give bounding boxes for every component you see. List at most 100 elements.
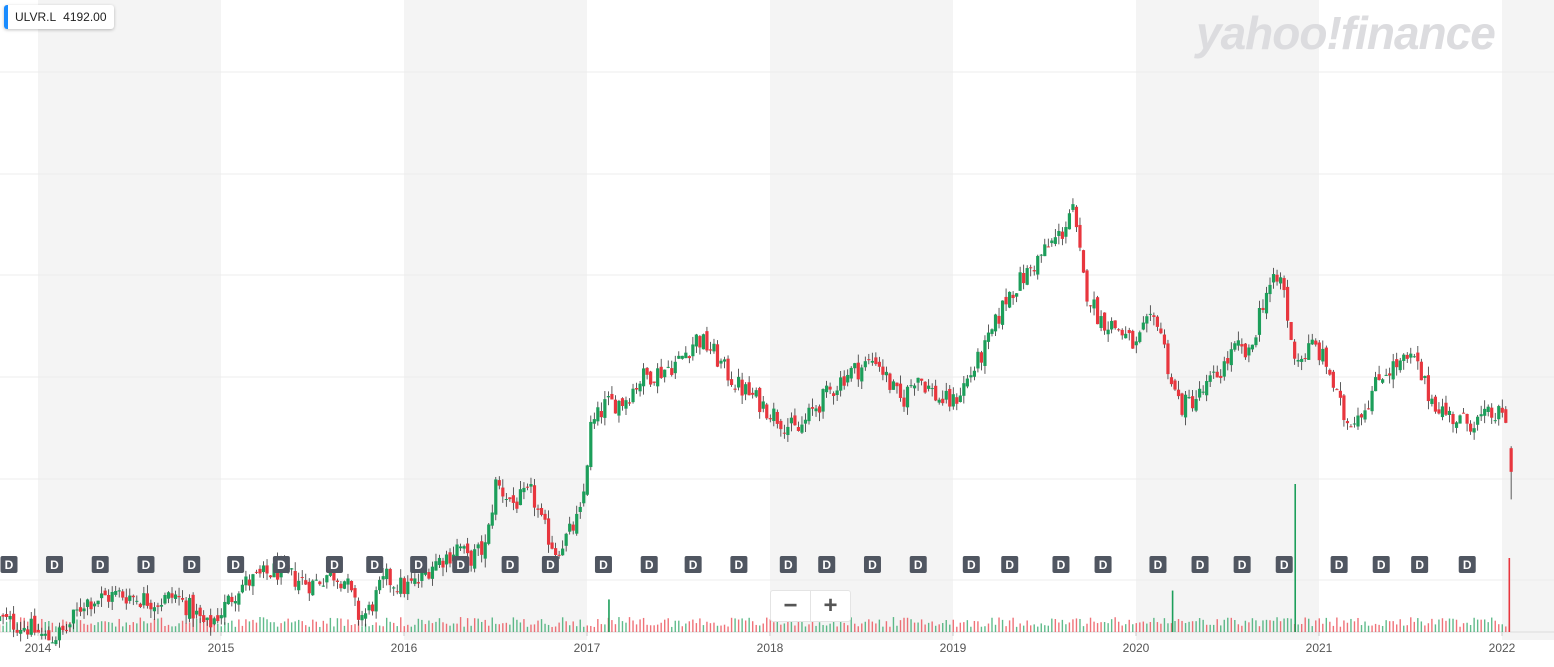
candle-up: [1486, 406, 1490, 412]
candle-up: [909, 385, 913, 387]
candle-up: [912, 385, 917, 389]
candle-up: [754, 390, 758, 397]
volume-bar: [1065, 624, 1067, 632]
candle-up: [1208, 375, 1212, 382]
volume-bar: [100, 621, 103, 632]
volume-bar: [1244, 620, 1247, 632]
volume-bar: [839, 618, 842, 632]
dividend-marker-label: D: [1335, 558, 1344, 572]
volume-bar: [797, 621, 800, 632]
volume-bar: [160, 617, 163, 632]
volume-bar: [801, 622, 803, 632]
candle-up: [596, 407, 600, 422]
candle-down: [103, 590, 107, 596]
dividend-marker-label: D: [96, 558, 105, 572]
volume-bar: [1142, 621, 1145, 632]
volume-bar: [1061, 619, 1064, 632]
dividend-marker: D: [272, 556, 290, 573]
candle-down: [1461, 412, 1466, 414]
dividend-marker: D: [0, 556, 18, 573]
x-tick-label: 2017: [574, 641, 601, 655]
volume-bar: [1279, 621, 1282, 632]
candle-up: [993, 314, 998, 332]
candle-up: [54, 640, 58, 645]
volume-bar: [312, 619, 314, 632]
dividend-marker-box: [272, 556, 290, 573]
volume-bar: [998, 617, 1000, 632]
dividend-marker: D: [452, 556, 470, 573]
volume-bar: [1086, 623, 1088, 632]
candle-up: [75, 609, 79, 611]
candle-up: [849, 367, 853, 379]
candle-down: [810, 407, 815, 409]
volume-bar: [783, 623, 786, 632]
zoom-out-button[interactable]: −: [783, 592, 798, 619]
volume-bar: [1153, 617, 1155, 632]
volume-bar: [389, 621, 391, 632]
candle-down: [1349, 426, 1353, 428]
volume-bar: [1483, 619, 1486, 632]
candle-up: [965, 378, 969, 387]
volume-bar: [780, 624, 782, 632]
ticker-color-bar: [4, 5, 8, 29]
dividend-marker-label: D: [142, 558, 151, 572]
candle-up: [1236, 340, 1240, 346]
year-band: [1136, 0, 1319, 640]
candle-up: [406, 581, 410, 595]
candle-down: [466, 543, 470, 554]
volume-bar: [832, 617, 835, 632]
volume-bar: [2, 625, 4, 632]
volume-bar: [55, 626, 57, 632]
volume-bar: [730, 617, 733, 632]
volume-bar: [1026, 620, 1028, 632]
volume-bar: [773, 622, 775, 632]
candle-up: [374, 590, 378, 612]
candle-down: [948, 388, 952, 407]
dividend-marker-box: [410, 556, 428, 573]
candle-down: [793, 415, 797, 426]
volume-bar: [5, 621, 8, 632]
volume-bar: [76, 619, 78, 632]
candle-up: [385, 568, 389, 580]
volume-bar: [938, 624, 940, 632]
volume-bar: [649, 625, 652, 632]
candle-up: [1307, 343, 1311, 360]
candle-down: [652, 381, 656, 383]
candle-down: [1377, 374, 1381, 380]
candle-down: [610, 393, 614, 400]
volume-bar: [220, 626, 222, 632]
volume-bar: [1487, 622, 1489, 632]
candlesticks: [0, 198, 1513, 648]
volume-bar: [656, 624, 659, 632]
zoom-in-button[interactable]: +: [823, 592, 838, 619]
volume-bar: [1308, 618, 1310, 632]
volume-bar: [1258, 626, 1261, 632]
volume-bar: [688, 621, 691, 632]
volume-bar: [1040, 623, 1042, 632]
volume-bar: [1227, 617, 1229, 632]
volume-bar: [523, 619, 525, 632]
volume-bar: [1051, 618, 1053, 632]
volume-bar: [1177, 619, 1180, 632]
candle-up: [71, 609, 76, 624]
volume-bar: [350, 625, 353, 632]
volume-bar: [255, 622, 258, 632]
dividend-marker-label: D: [1099, 558, 1108, 572]
candle-up: [983, 340, 987, 366]
candle-down: [1405, 354, 1409, 359]
volume-bar: [396, 626, 398, 632]
candle-up: [96, 600, 100, 605]
candle-up: [891, 381, 896, 390]
candle-up: [1099, 316, 1103, 328]
volume-bar: [1160, 623, 1162, 632]
candle-up: [82, 608, 86, 612]
candle-down: [1275, 274, 1279, 282]
candle-down: [1342, 395, 1346, 421]
candle-down: [1, 614, 5, 617]
volume-bar: [1146, 623, 1148, 632]
volume-bar: [104, 621, 106, 632]
ticker-badge[interactable]: ULVR.L 4192.00: [4, 5, 114, 29]
year-band: [1502, 0, 1554, 640]
volume-bar: [1072, 619, 1074, 632]
